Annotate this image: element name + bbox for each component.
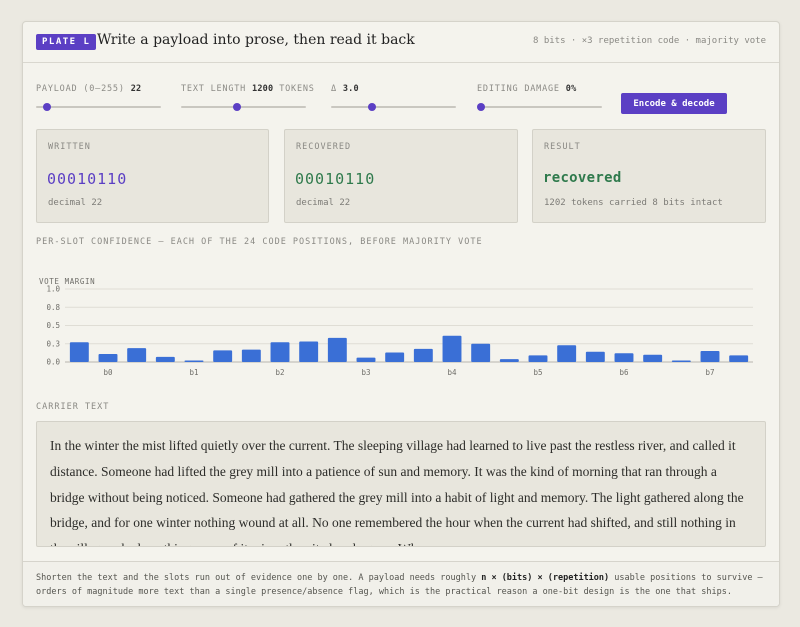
vote-margin-chart: VOTE MARGIN 0.0 0.3 0.5 0.8 1.0 b0 b1 b2 b3 b4 b5 b6… bbox=[39, 277, 753, 377]
y-axis-label: VOTE MARGIN bbox=[39, 277, 95, 286]
carrier-text-box: In the winter the mist lifted quietly ov… bbox=[36, 421, 766, 547]
delta-control: Δ 3.0 bbox=[331, 84, 359, 94]
delta-value: 3.0 bbox=[342, 84, 359, 94]
text-length-slider-knob[interactable] bbox=[233, 103, 242, 111]
editing-damage-value: 0% bbox=[565, 84, 577, 94]
result-status: recovered bbox=[543, 170, 622, 186]
bar bbox=[155, 356, 175, 362]
bar bbox=[471, 343, 491, 362]
delta-slider-knob[interactable] bbox=[368, 103, 377, 111]
result-summary: 1202 tokens carried 8 bits intact bbox=[544, 198, 723, 208]
payload-control: PAYLOAD (0–255) 22 bbox=[36, 84, 141, 94]
bar bbox=[299, 341, 319, 362]
y-tick-label: 1.0 bbox=[46, 285, 60, 294]
bar bbox=[643, 354, 663, 362]
encode-decode-button[interactable]: Encode & decode bbox=[621, 93, 727, 114]
carrier-text: In the winter the mist lifted quietly ov… bbox=[50, 438, 744, 546]
bar bbox=[557, 345, 577, 362]
bar bbox=[499, 359, 519, 362]
y-tick-label: 0.8 bbox=[46, 303, 60, 312]
bar bbox=[270, 342, 290, 362]
bar bbox=[729, 355, 749, 362]
written-bits: 00010110 bbox=[47, 170, 128, 188]
text-length-value: 1200 bbox=[252, 84, 274, 94]
y-tick-label: 0.5 bbox=[46, 321, 60, 330]
text-length-control: TEXT LENGTH 1200 TOKENS bbox=[181, 84, 315, 94]
written-panel: WRITTEN 00010110 decimal 22 bbox=[36, 129, 269, 223]
recovered-label: RECOVERED bbox=[296, 142, 352, 152]
editing-damage-slider-knob[interactable] bbox=[477, 103, 485, 111]
footer-formula: n × (bits) × (repetition) bbox=[481, 573, 610, 583]
x-tick-label: b3 bbox=[361, 368, 370, 377]
bar bbox=[442, 335, 462, 362]
plate-card: PLATE L Write a payload into prose, then… bbox=[22, 21, 780, 607]
payload-slider-knob[interactable] bbox=[42, 103, 51, 111]
bar bbox=[69, 342, 89, 362]
written-label: WRITTEN bbox=[48, 142, 91, 152]
bar bbox=[413, 348, 433, 362]
delta-label: Δ bbox=[331, 84, 337, 94]
bar bbox=[528, 355, 548, 362]
payload-value: 22 bbox=[130, 84, 142, 94]
text-length-label: TEXT LENGTH bbox=[181, 84, 247, 94]
chart-section-label: PER-SLOT CONFIDENCE — EACH OF THE 24 COD… bbox=[36, 237, 483, 247]
plate-badge: PLATE L bbox=[36, 34, 97, 50]
editing-damage-control: EDITING DAMAGE 0% bbox=[477, 84, 576, 94]
bar bbox=[671, 360, 691, 362]
footer-text-2: usable positions to survive — orders of … bbox=[36, 573, 763, 597]
carrier-label: CARRIER TEXT bbox=[36, 402, 110, 412]
x-tick-label: b1 bbox=[189, 368, 198, 377]
payload-label: PAYLOAD (0–255) bbox=[36, 84, 125, 94]
recovered-panel: RECOVERED 00010110 decimal 22 bbox=[284, 129, 518, 223]
result-panel: RESULT recovered 1202 tokens carried 8 b… bbox=[532, 129, 766, 223]
delta-slider[interactable] bbox=[331, 103, 456, 111]
bar bbox=[241, 349, 261, 362]
x-tick-label: b5 bbox=[533, 368, 542, 377]
x-tick-label: b7 bbox=[705, 368, 714, 377]
written-decimal: decimal 22 bbox=[48, 198, 103, 208]
x-tick-label: b2 bbox=[275, 368, 284, 377]
recovered-bits: 00010110 bbox=[295, 170, 376, 188]
bar bbox=[385, 352, 405, 362]
bar bbox=[127, 348, 147, 362]
bar bbox=[213, 350, 233, 362]
result-label: RESULT bbox=[544, 142, 581, 152]
x-tick-label: b4 bbox=[447, 368, 457, 377]
bar bbox=[98, 353, 118, 362]
header-meta: 8 bits · ×3 repetition code · majority v… bbox=[533, 36, 766, 46]
footer-note: Shorten the text and the slots run out o… bbox=[36, 571, 771, 599]
editing-damage-slider[interactable] bbox=[477, 103, 602, 111]
y-tick-label: 0.3 bbox=[46, 339, 60, 348]
bar bbox=[614, 353, 634, 362]
bar bbox=[700, 351, 720, 362]
x-tick-label: b6 bbox=[619, 368, 629, 377]
text-length-slider[interactable] bbox=[181, 103, 306, 111]
text-length-unit: TOKENS bbox=[279, 84, 315, 94]
y-tick-label: 0.0 bbox=[46, 358, 60, 367]
bar bbox=[356, 357, 376, 362]
header: PLATE L Write a payload into prose, then… bbox=[23, 22, 779, 63]
bar bbox=[585, 351, 605, 362]
recovered-decimal: decimal 22 bbox=[296, 198, 351, 208]
footer-text-1: Shorten the text and the slots run out o… bbox=[36, 573, 482, 583]
page-title: Write a payload into prose, then read it… bbox=[97, 32, 415, 48]
x-tick-label: b0 bbox=[103, 368, 113, 377]
footer: Shorten the text and the slots run out o… bbox=[23, 561, 779, 606]
editing-damage-label: EDITING DAMAGE bbox=[477, 84, 560, 94]
payload-slider[interactable] bbox=[36, 103, 161, 111]
bar bbox=[184, 360, 204, 362]
bar bbox=[327, 337, 347, 362]
